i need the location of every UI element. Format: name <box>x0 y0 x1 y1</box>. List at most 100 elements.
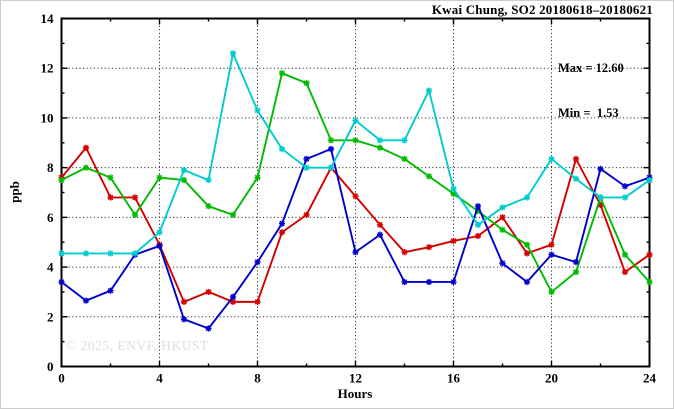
data-point-marker <box>425 87 433 94</box>
y-tick-label: 6 <box>47 210 54 225</box>
data-point-marker <box>572 175 580 182</box>
data-point-marker <box>327 137 335 144</box>
data-point-marker <box>425 278 433 286</box>
y-tick-label: 10 <box>41 110 54 125</box>
x-tick-label: 4 <box>156 371 163 386</box>
data-point-marker <box>352 137 359 144</box>
data-point-marker <box>107 174 114 181</box>
data-point-marker <box>646 176 653 184</box>
data-point-marker <box>303 164 310 171</box>
data-point-marker <box>646 278 653 286</box>
data-point-marker <box>572 268 580 276</box>
x-tick-label: 0 <box>58 371 65 386</box>
data-point-marker <box>474 208 482 215</box>
x-tick-label: 16 <box>447 371 461 386</box>
data-point-marker <box>205 288 212 296</box>
maxmin-annotation: Max = 12.60 Min = 1.53 <box>558 31 624 151</box>
data-point-marker <box>425 244 433 251</box>
y-tick-label: 4 <box>47 260 54 275</box>
min-value-label: Min = 1.53 <box>558 106 619 120</box>
data-point-marker <box>597 165 604 172</box>
data-point-marker <box>523 278 531 286</box>
y-tick-label: 2 <box>47 309 54 324</box>
data-point-marker <box>474 221 482 228</box>
data-point-marker <box>572 259 580 266</box>
data-point-marker <box>499 214 506 221</box>
data-point-marker <box>352 249 359 256</box>
data-point-marker <box>450 190 457 197</box>
data-point-marker <box>523 250 531 257</box>
series-day-2-green <box>58 70 653 296</box>
data-point-marker <box>58 278 65 286</box>
data-point-marker <box>180 316 188 323</box>
data-point-marker <box>82 144 90 151</box>
chart-title: Kwai Chung, SO2 20180618–20180621 <box>431 2 653 17</box>
data-point-marker <box>254 298 261 305</box>
data-point-marker <box>131 250 139 257</box>
data-point-marker <box>180 176 188 184</box>
data-point-marker <box>450 185 457 192</box>
data-point-marker <box>107 194 114 201</box>
data-point-marker <box>327 164 335 171</box>
data-point-marker <box>107 250 114 257</box>
x-tick-label: 8 <box>254 371 261 386</box>
data-point-marker <box>278 145 286 153</box>
y-tick-label: 12 <box>41 61 54 76</box>
x-tick-label: 20 <box>545 371 558 386</box>
data-point-marker <box>376 137 384 144</box>
data-point-marker <box>82 250 90 257</box>
data-point-marker <box>156 242 163 250</box>
data-point-marker <box>621 183 629 190</box>
data-point-marker <box>303 155 310 163</box>
data-point-marker <box>523 241 531 248</box>
data-point-marker <box>376 144 384 151</box>
data-point-marker <box>352 193 359 200</box>
data-point-marker <box>254 174 261 181</box>
data-point-marker <box>548 241 555 248</box>
data-point-marker <box>131 211 139 218</box>
data-point-marker <box>646 251 653 258</box>
max-value-label: Max = 12.60 <box>558 61 624 75</box>
y-tick-label: 8 <box>47 160 54 175</box>
data-point-marker <box>401 249 408 256</box>
data-point-marker <box>303 80 310 87</box>
data-point-marker <box>229 293 237 300</box>
data-point-marker <box>376 231 384 238</box>
data-point-marker <box>205 325 212 332</box>
data-point-marker <box>499 204 506 211</box>
data-point-marker <box>205 203 212 210</box>
data-point-marker <box>450 237 457 245</box>
data-point-marker <box>327 145 335 153</box>
y-tick-label: 14 <box>41 11 55 26</box>
data-point-marker <box>425 173 433 180</box>
x-axis-label: Hours <box>337 386 373 401</box>
data-point-marker <box>597 194 604 201</box>
x-tick-label: 24 <box>643 371 657 386</box>
data-point-marker <box>156 174 163 181</box>
data-point-marker <box>376 221 384 228</box>
x-tick-label: 12 <box>349 371 362 386</box>
data-point-marker <box>278 220 286 227</box>
data-point-marker <box>450 278 457 286</box>
data-point-marker <box>82 297 90 304</box>
data-point-marker <box>278 229 286 236</box>
data-point-marker <box>156 229 163 236</box>
data-point-marker <box>401 155 408 163</box>
data-point-marker <box>499 226 506 233</box>
data-point-marker <box>107 287 114 294</box>
data-point-marker <box>229 211 237 218</box>
data-point-marker <box>474 203 482 210</box>
y-tick-label: 0 <box>47 359 54 374</box>
data-point-marker <box>621 268 629 276</box>
watermark: © 2025, ENVF, HKUST <box>66 338 209 353</box>
data-point-marker <box>474 232 482 240</box>
data-point-marker <box>548 155 555 163</box>
data-point-marker <box>548 251 555 258</box>
data-point-marker <box>572 155 580 163</box>
data-point-marker <box>229 298 237 305</box>
series-day-3-blue <box>58 145 653 332</box>
data-point-marker <box>205 176 212 184</box>
data-point-marker <box>58 176 65 184</box>
